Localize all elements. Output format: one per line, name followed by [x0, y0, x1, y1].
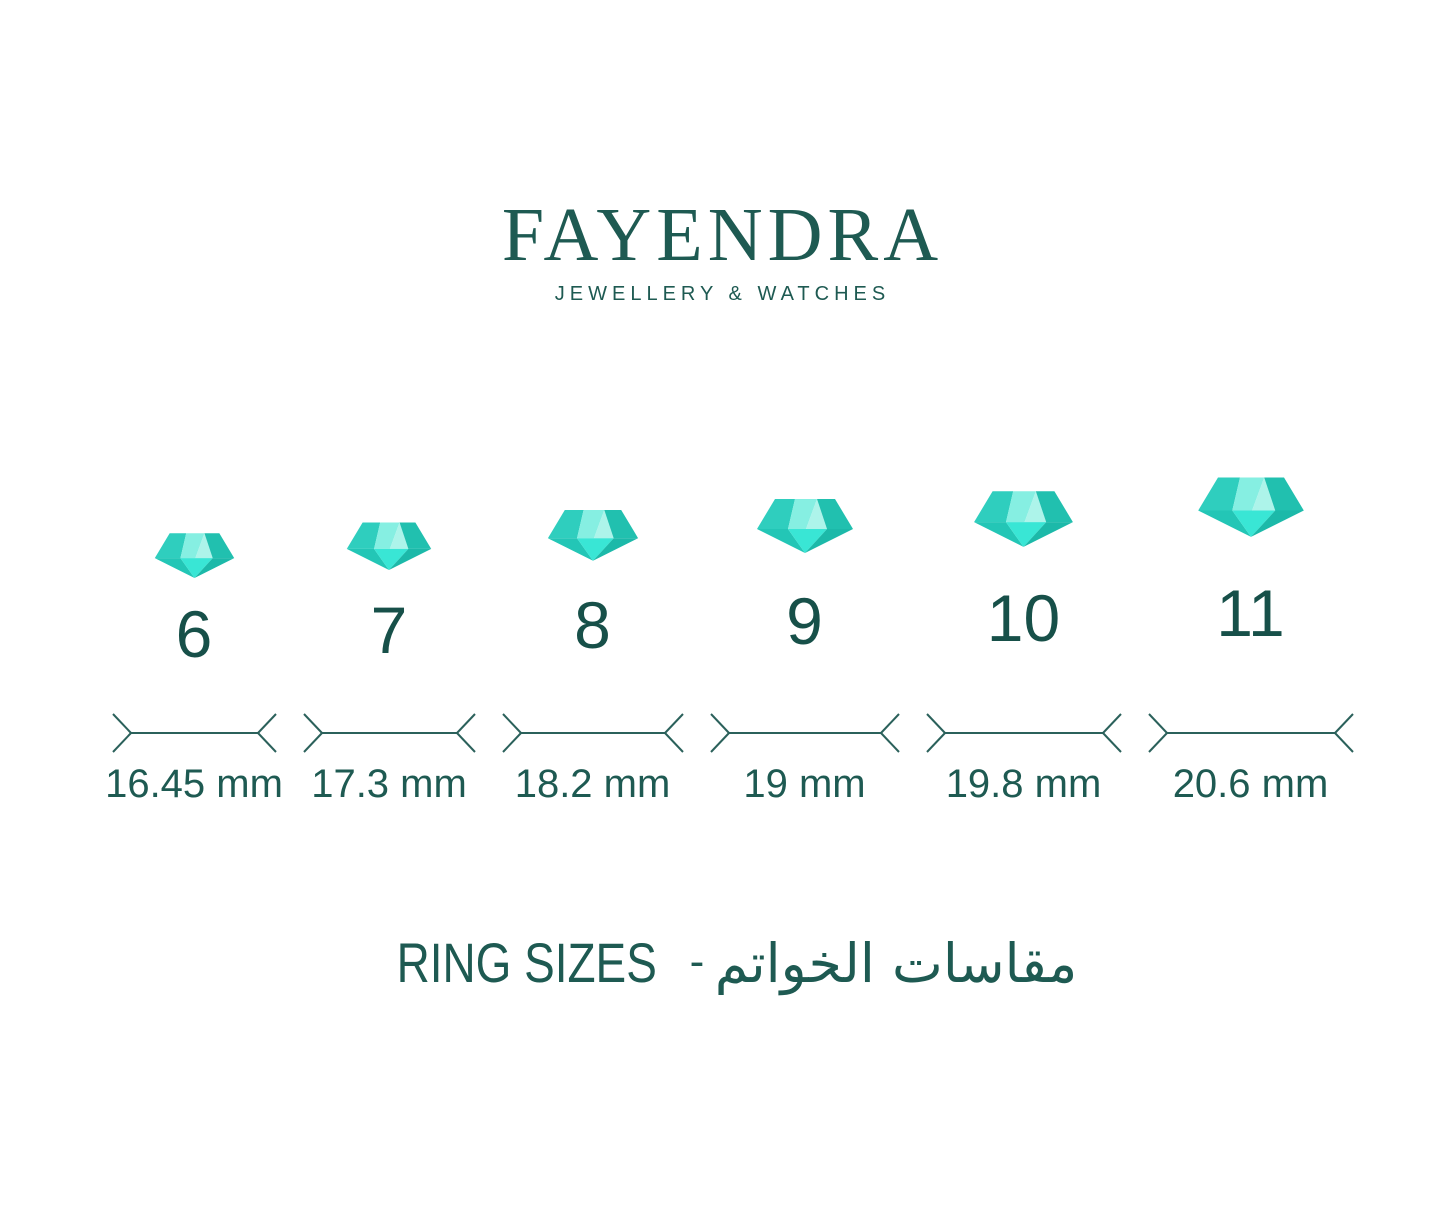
page-title-separator: - [689, 937, 705, 986]
ring-band: 7 [322, 562, 457, 697]
brand-tagline: JEWELLERY & WATCHES [554, 282, 891, 305]
ring-size-number: 9 [786, 584, 823, 658]
diameter-label: 16.45 mm [105, 762, 283, 806]
gem-diamond-icon [346, 522, 432, 570]
brand-logo: FAYENDRA JEWELLERY & WATCHES [0, 193, 1445, 306]
ring-column: 6 16.45 mm [105, 530, 283, 807]
ring-band: 10 [945, 539, 1103, 697]
diameter-dimension-line [302, 697, 477, 757]
ring-column: 7 17.3 mm [302, 519, 476, 807]
ring-column: 8 18.2 mm [501, 506, 684, 807]
diameter-dimension-line [709, 697, 901, 757]
diameter-dimension-line [501, 697, 685, 757]
ring-size-number: 7 [370, 592, 408, 667]
diameter-label: 20.6 mm [1172, 762, 1329, 806]
ring-size-number: 6 [175, 596, 213, 671]
page-title-arabic: مقاسات الخواتم [714, 932, 1078, 995]
ring-size-number: 10 [986, 581, 1061, 655]
gem-diamond-icon [154, 533, 234, 578]
diameter-label: 17.3 mm [311, 762, 467, 806]
diameter-dimension-line [925, 697, 1123, 757]
gem-diamond-icon [1197, 477, 1304, 537]
ring-band: 8 [521, 553, 665, 697]
ring-band: 6 [131, 570, 258, 697]
page-title: RING SIZES - مقاسات الخواتم [0, 930, 1445, 995]
ring-size-number: 8 [574, 588, 611, 662]
ring-size-row: 6 16.45 mm 7 17.3 mm [105, 473, 1354, 807]
ring-column: 10 19.8 mm [925, 487, 1122, 807]
diameter-label: 19.8 mm [945, 762, 1102, 806]
gem-diamond-icon [974, 491, 1073, 547]
ring-column: 11 20.6 mm [1147, 473, 1354, 807]
ring-column: 9 19 mm [709, 495, 900, 807]
gem-diamond-icon [756, 499, 853, 553]
ring-size-number: 11 [1216, 576, 1285, 650]
gem-diamond-icon [547, 510, 638, 561]
diameter-dimension-line [1147, 697, 1355, 757]
page-title-latin: RING SIZES [396, 931, 657, 994]
ring-band: 9 [729, 545, 881, 697]
ring-band: 11 [1167, 529, 1335, 697]
diameter-label: 18.2 mm [514, 762, 671, 806]
diameter-dimension-line [111, 697, 278, 757]
brand-name: FAYENDRA [501, 193, 944, 277]
diameter-label: 19 mm [743, 762, 866, 806]
